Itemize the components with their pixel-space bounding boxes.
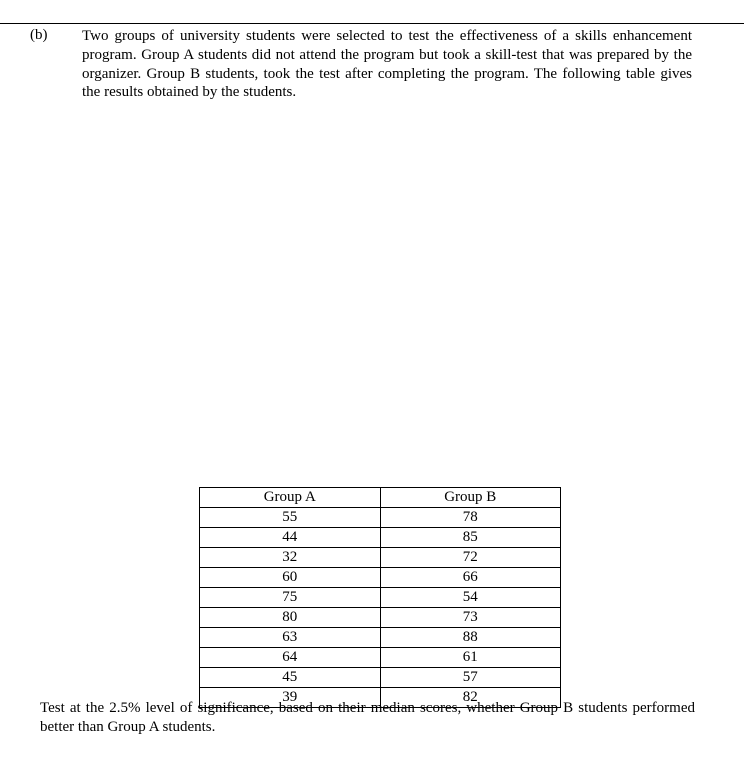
cell-b: 61 [380, 648, 561, 668]
cell-b: 57 [380, 668, 561, 688]
column-header-a: Group A [200, 488, 381, 508]
cell-b: 73 [380, 608, 561, 628]
cell-b: 85 [380, 528, 561, 548]
cell-b: 54 [380, 588, 561, 608]
table-header-row: Group A Group B [200, 488, 561, 508]
cell-a: 60 [200, 568, 381, 588]
cell-b: 78 [380, 508, 561, 528]
data-table: Group A Group B 55 78 44 85 32 72 60 66 … [199, 487, 561, 708]
table-row: 32 72 [200, 548, 561, 568]
table-row: 55 78 [200, 508, 561, 528]
table-row: 44 85 [200, 528, 561, 548]
question-text: Two groups of university students were s… [82, 27, 692, 102]
cell-a: 55 [200, 508, 381, 528]
table-row: 80 73 [200, 608, 561, 628]
table-row: 64 61 [200, 648, 561, 668]
table-row: 45 57 [200, 668, 561, 688]
cell-a: 45 [200, 668, 381, 688]
cell-a: 32 [200, 548, 381, 568]
column-header-b: Group B [380, 488, 561, 508]
cell-a: 75 [200, 588, 381, 608]
table-row: 63 88 [200, 628, 561, 648]
cell-b: 88 [380, 628, 561, 648]
question-label: (b) [30, 27, 48, 44]
table-row: 75 54 [200, 588, 561, 608]
cell-a: 64 [200, 648, 381, 668]
table-row: 60 66 [200, 568, 561, 588]
cell-a: 63 [200, 628, 381, 648]
horizontal-rule [0, 23, 744, 24]
cell-a: 80 [200, 608, 381, 628]
cell-b: 66 [380, 568, 561, 588]
cell-a: 44 [200, 528, 381, 548]
conclusion-text: Test at the 2.5% level of significance, … [40, 699, 695, 737]
cell-b: 72 [380, 548, 561, 568]
